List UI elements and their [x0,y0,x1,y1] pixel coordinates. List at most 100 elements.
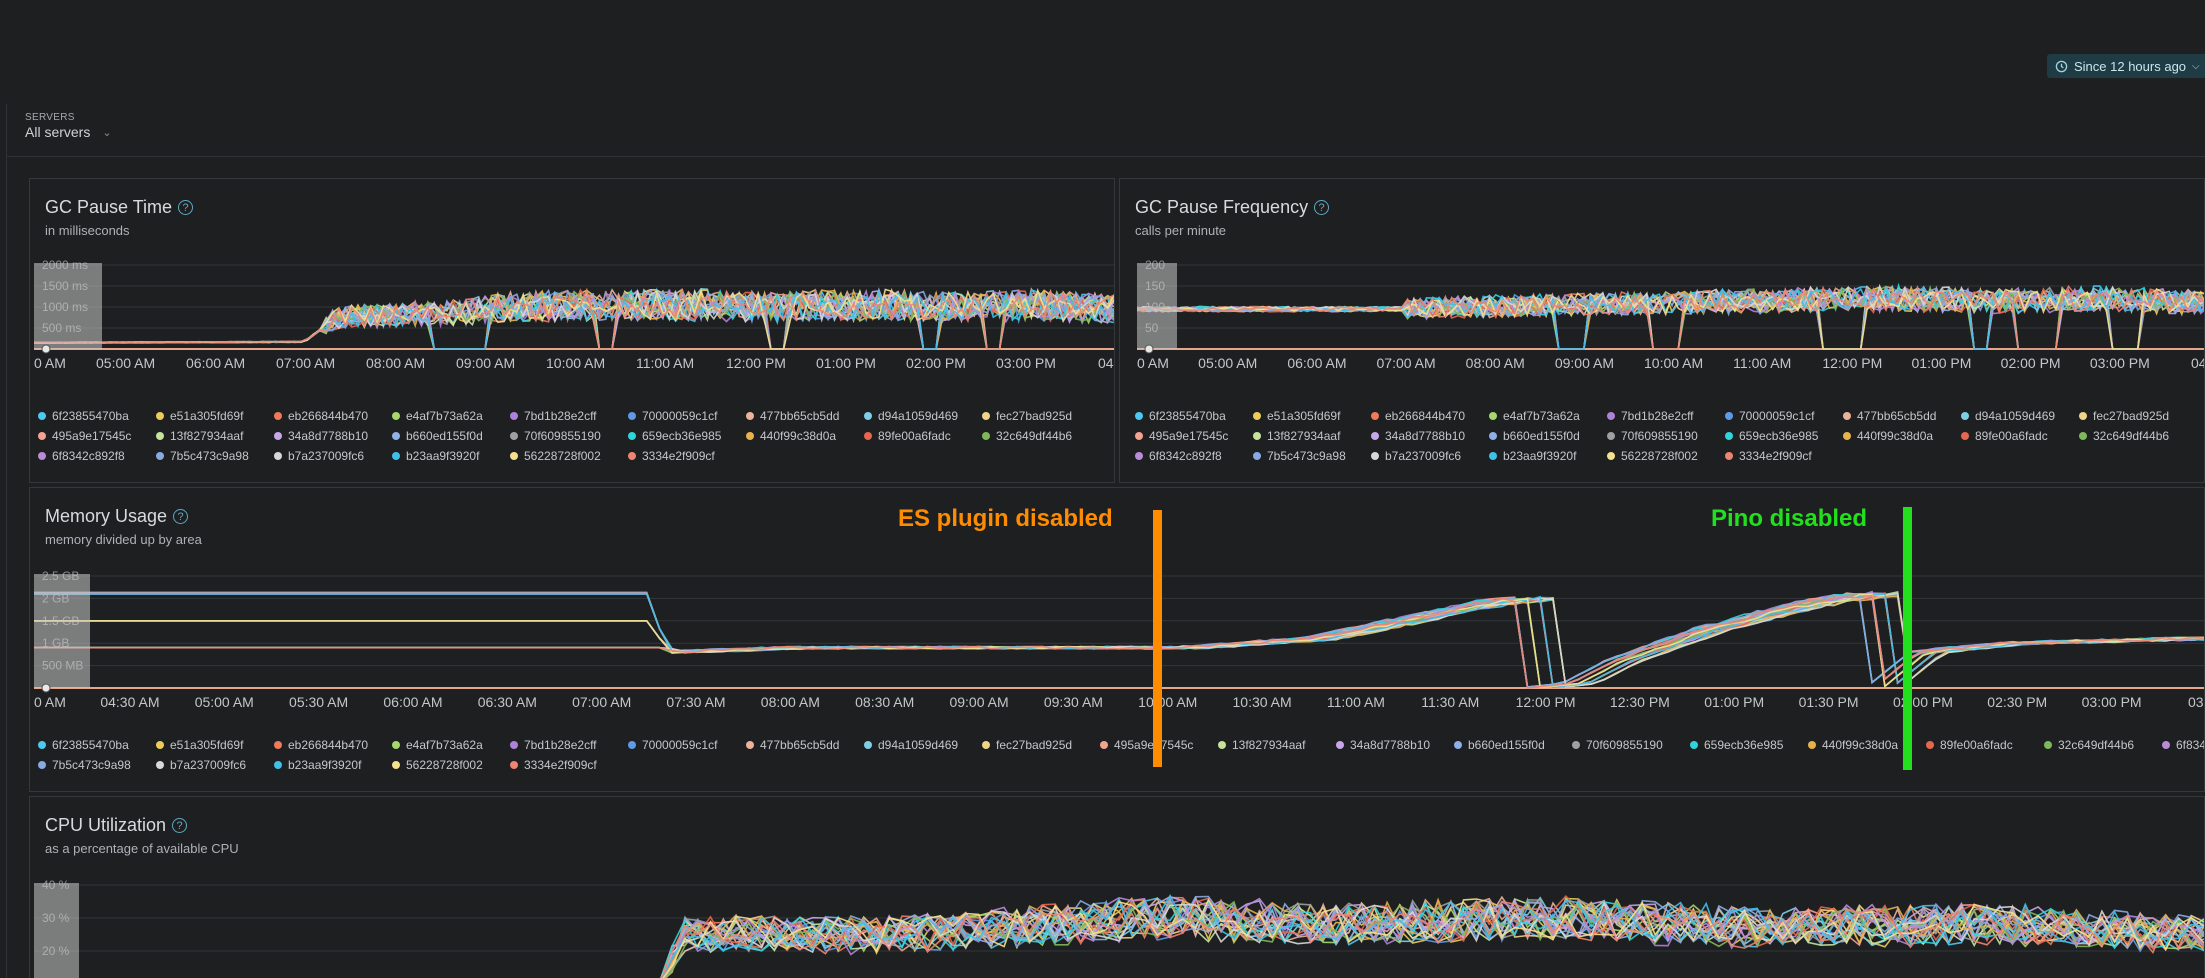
legend-item[interactable]: 7bd1b28e2cff [1607,409,1694,423]
legend-item[interactable]: 32c649df44b6 [2079,429,2169,443]
legend-item[interactable]: 440f99c38d0a [746,429,836,443]
legend-item[interactable]: 6f23855470ba [38,738,129,752]
cpu-utilization-chart[interactable]: 40 %30 %20 %10 % [34,877,2204,978]
legend-item[interactable]: 495a9e17545c [1135,429,1228,443]
legend-swatch [1218,741,1226,749]
legend-label: 70000059c1cf [642,738,718,752]
legend-item[interactable]: d94a1059d469 [864,409,958,423]
legend-item[interactable]: e4af7b73a62a [1489,409,1580,423]
legend-item[interactable]: 3334e2f909cf [1725,449,1812,463]
legend-item[interactable]: 6f8342c892f8 [1135,449,1222,463]
legend-item[interactable]: 70f609855190 [510,429,601,443]
legend-item[interactable]: 70000059c1cf [628,409,717,423]
legend-item[interactable]: 13f827934aaf [1253,429,1340,443]
legend-item[interactable]: 495a9e17545c [1100,738,1193,752]
legend-item[interactable]: e51a305fd69f [1253,409,1340,423]
legend-label: 89fe00a6fadc [878,429,951,443]
legend-item[interactable]: 7b5c473c9a98 [38,758,131,772]
legend-item[interactable]: eb266844b470 [1371,409,1465,423]
x-tick-label: 11:00 AM [636,355,694,371]
x-tick-label: 12:30 PM [1610,694,1670,710]
legend-item[interactable]: 440f99c38d0a [1843,429,1933,443]
legend-item[interactable]: b660ed155f0d [392,429,483,443]
legend-item[interactable]: 7b5c473c9a98 [1253,449,1346,463]
legend-item[interactable]: 6f23855470ba [38,409,129,423]
legend-item[interactable]: 7bd1b28e2cff [510,738,597,752]
legend-item[interactable]: 7bd1b28e2cff [510,409,597,423]
help-icon[interactable]: ? [173,509,189,524]
servers-filter[interactable]: SERVERS All servers ⌄ [25,112,112,140]
legend-item[interactable]: eb266844b470 [274,738,368,752]
legend-item[interactable]: 13f827934aaf [1218,738,1305,752]
series-line-b23aa9f3920f [660,893,2204,978]
legend-item[interactable]: 89fe00a6fadc [864,429,951,443]
legend-label: 7bd1b28e2cff [1621,409,1694,423]
legend-item[interactable]: 477bb65cb5dd [746,738,839,752]
legend-item[interactable]: d94a1059d469 [1961,409,2055,423]
legend-item[interactable]: fec27bad925d [982,409,1072,423]
legend-item[interactable]: d94a1059d469 [864,738,958,752]
legend-item[interactable]: 495a9e17545c [38,429,131,443]
legend-item[interactable]: 32c649df44b6 [982,429,1072,443]
legend-item[interactable]: 56228728f002 [510,449,601,463]
legend-item[interactable]: e51a305fd69f [156,409,243,423]
legend-item[interactable]: 659ecb36e985 [1725,429,1818,443]
legend-item[interactable]: 3334e2f909cf [628,449,715,463]
legend-item[interactable]: 6f8342c892f8 [2162,738,2204,752]
legend-item[interactable]: b23aa9f3920f [274,758,361,772]
legend-item[interactable]: b23aa9f3920f [392,449,479,463]
legend-item[interactable]: eb266844b470 [274,409,368,423]
panel-title: CPU Utilization [45,815,167,835]
legend-item[interactable]: 32c649df44b6 [2044,738,2134,752]
legend-item[interactable]: 6f23855470ba [1135,409,1226,423]
legend-item[interactable]: 13f827934aaf [156,429,243,443]
legend-item[interactable]: b7a237009fc6 [274,449,364,463]
legend-item[interactable]: 34a8d7788b10 [1336,738,1430,752]
legend-item[interactable]: b7a237009fc6 [156,758,246,772]
legend-item[interactable]: 6f8342c892f8 [38,449,125,463]
legend-item[interactable]: 3334e2f909cf [510,758,597,772]
legend-item[interactable]: fec27bad925d [2079,409,2169,423]
legend-item[interactable]: e51a305fd69f [156,738,243,752]
x-tick-label: 02:00 PM [1893,694,1953,710]
legend-label: 3334e2f909cf [524,758,597,772]
legend-label: 13f827934aaf [1267,429,1341,443]
legend-item[interactable]: 70000059c1cf [628,738,717,752]
help-icon[interactable]: ? [178,200,194,215]
legend-item[interactable]: 659ecb36e985 [1690,738,1783,752]
legend-label: 70f609855190 [1621,429,1698,443]
legend-label: e51a305fd69f [1267,409,1341,423]
legend-item[interactable]: 659ecb36e985 [628,429,721,443]
legend-item[interactable]: 7b5c473c9a98 [156,449,249,463]
time-range-picker[interactable]: Since 12 hours ago ⌵ [2047,54,2205,78]
legend-item[interactable]: b23aa9f3920f [1489,449,1576,463]
legend-swatch [982,741,990,749]
help-icon[interactable]: ? [172,818,188,833]
legend-item[interactable]: fec27bad925d [982,738,1072,752]
legend-item[interactable]: 56228728f002 [1607,449,1698,463]
x-tick-label: 09:00 AM [456,355,515,371]
legend-item[interactable]: 89fe00a6fadc [1961,429,2048,443]
legend-item[interactable]: 34a8d7788b10 [274,429,368,443]
legend-item[interactable]: b7a237009fc6 [1371,449,1461,463]
series-line-3334e2f909cf [1137,285,2204,350]
legend-item[interactable]: b660ed155f0d [1454,738,1545,752]
legend-item[interactable]: e4af7b73a62a [392,409,483,423]
legend-item[interactable]: 70f609855190 [1607,429,1698,443]
legend-item[interactable]: 477bb65cb5dd [746,409,839,423]
legend-item[interactable]: e4af7b73a62a [392,738,483,752]
legend-item[interactable]: 34a8d7788b10 [1371,429,1465,443]
legend-item[interactable]: 70000059c1cf [1725,409,1814,423]
legend-item[interactable]: 70f609855190 [1572,738,1663,752]
series-line-56228728f002 [662,898,2204,978]
legend-item[interactable]: b660ed155f0d [1489,429,1580,443]
legend-item[interactable]: 440f99c38d0a [1808,738,1898,752]
legend-item[interactable]: 56228728f002 [392,758,483,772]
legend-item[interactable]: 89fe00a6fadc [1926,738,2013,752]
help-icon[interactable]: ? [1314,200,1330,215]
x-tick-label: 0 AM [34,355,66,371]
legend-item[interactable]: 477bb65cb5dd [1843,409,1936,423]
